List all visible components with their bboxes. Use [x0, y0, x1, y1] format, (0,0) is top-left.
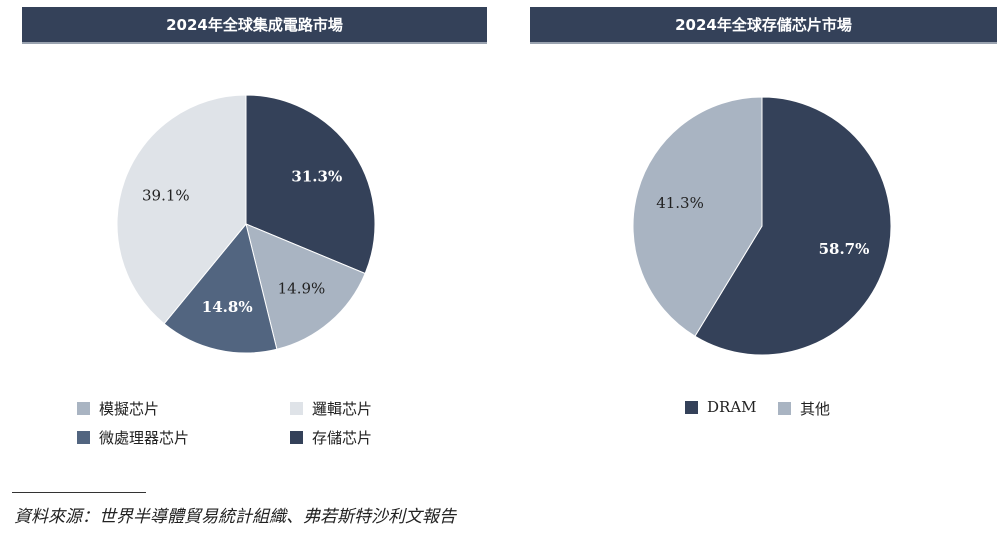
pie-slice-DRAM	[694, 96, 892, 356]
legend-swatch	[77, 402, 90, 415]
legend-item-dram: DRAM	[685, 398, 757, 416]
legend-swatch	[685, 400, 698, 414]
legend-item-logic: 邏輯芯片	[290, 398, 372, 419]
pie-slice-存儲芯片	[245, 94, 376, 275]
legend-swatch	[77, 431, 90, 444]
legend-label: DRAM	[707, 398, 757, 416]
data-label: 39.1%	[142, 186, 190, 204]
legend-item-analog: 模擬芯片	[77, 398, 159, 419]
data-label: 58.7%	[819, 240, 870, 258]
legend-label: 存儲芯片	[312, 429, 373, 447]
data-label: 31.3%	[291, 168, 342, 186]
legend-item-other: 其他	[778, 398, 830, 419]
legend-label: 其他	[800, 400, 831, 418]
legend-swatch	[778, 402, 791, 415]
pie-slice-邏輯芯片	[116, 94, 247, 325]
legend-item-memory: 存儲芯片	[290, 427, 372, 448]
pie-slice-微處理器芯片	[163, 222, 278, 354]
chart-title-memory-market: 2024年全球存儲芯片市場	[530, 7, 997, 44]
legend-swatch	[290, 402, 303, 415]
pie-slice-模擬芯片	[245, 223, 366, 350]
legend-label: 模擬芯片	[99, 400, 160, 418]
legend-swatch	[290, 431, 303, 444]
data-label: 14.9%	[278, 280, 326, 298]
legend-item-microprocessor: 微處理器芯片	[77, 427, 189, 448]
legend-label: 邏輯芯片	[312, 400, 373, 418]
data-label: 14.8%	[202, 298, 253, 316]
pie-slice-其他	[632, 96, 763, 337]
source-note: 資料來源：世界半導體貿易統計組織、弗若斯特沙利文報告	[14, 507, 456, 527]
source-divider	[12, 492, 146, 493]
data-label: 41.3%	[656, 194, 704, 212]
legend-label: 微處理器芯片	[99, 429, 190, 447]
chart-title-ic-market: 2024年全球集成電路市場	[22, 7, 487, 44]
